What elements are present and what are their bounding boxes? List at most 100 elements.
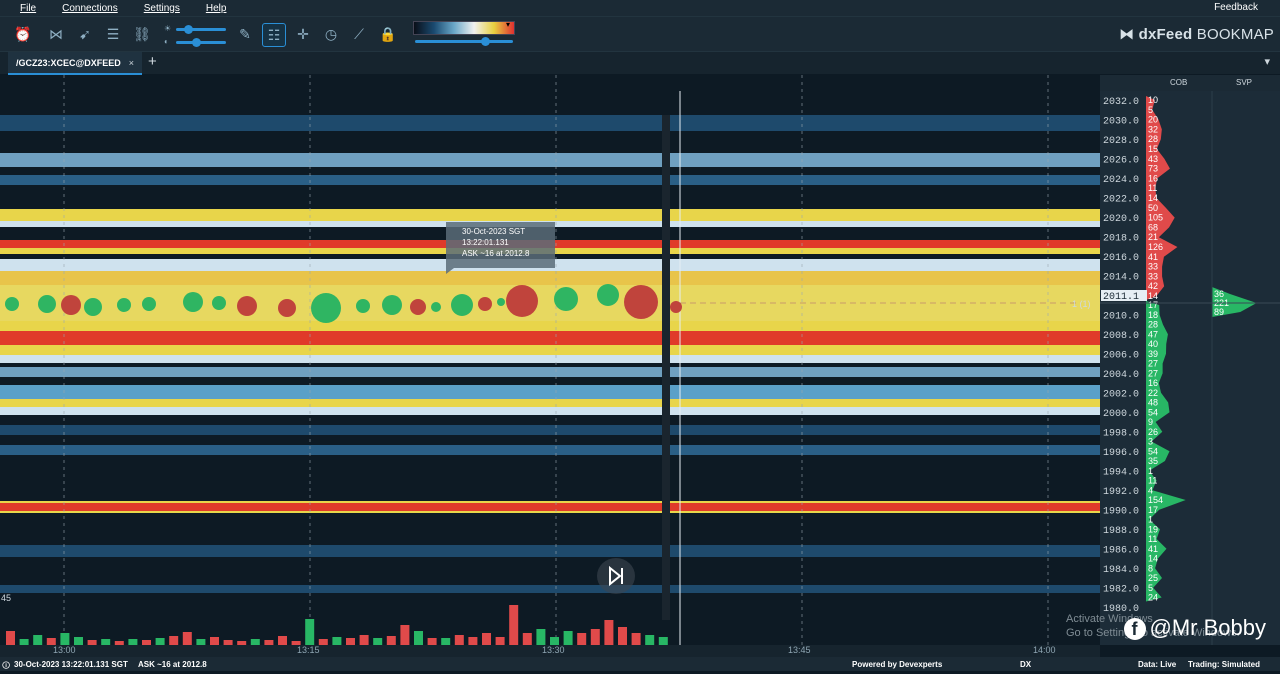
- cob-ask-value: 11: [1148, 183, 1157, 193]
- contrast-slider[interactable]: [176, 38, 226, 47]
- brightness-slider[interactable]: [176, 25, 226, 34]
- status-dx: DX: [1020, 660, 1032, 669]
- share-icon[interactable]: ⋈: [49, 25, 63, 42]
- status-ask: ASK ~16 at 2012.8: [138, 660, 207, 669]
- volume-bar: [6, 631, 15, 645]
- volume-bar: [250, 639, 260, 645]
- price-tick-label: 2014.0: [1103, 273, 1139, 284]
- volume-bar: [60, 633, 70, 645]
- cob-ask-value: 105: [1148, 213, 1163, 223]
- buy-trade-bubble: [554, 287, 578, 311]
- price-tick-label: 2030.0: [1103, 117, 1139, 128]
- indicators-icon[interactable]: ⟋: [354, 25, 364, 42]
- cob-ask-value: 21: [1148, 232, 1158, 242]
- menu-help[interactable]: Help: [205, 2, 227, 14]
- cob-ask-value: 33: [1148, 262, 1158, 272]
- cob-bid-value: 54: [1148, 407, 1158, 417]
- cob-ask-value: 126: [1148, 242, 1163, 252]
- volume-bar: [631, 633, 641, 645]
- buy-trade-bubble: [311, 293, 341, 323]
- price-tick-label: 1986.0: [1103, 546, 1139, 557]
- volume-bar: [645, 635, 655, 645]
- pencil-icon[interactable]: ✎: [239, 25, 251, 42]
- price-tick-label: 2028.0: [1103, 136, 1139, 147]
- logo-icon: ⧓: [1119, 26, 1139, 43]
- volume-bar: [346, 638, 355, 645]
- lock-icon[interactable]: 🔒: [379, 25, 397, 42]
- layers-icon[interactable]: ☰: [106, 25, 120, 42]
- sell-trade-bubble: [237, 296, 257, 316]
- liquidity-band: [0, 175, 1100, 185]
- alarm-clock-icon[interactable]: ⏰: [14, 25, 32, 42]
- cob-bid-value: 1: [1148, 466, 1153, 476]
- price-tick-label: 2008.0: [1103, 331, 1139, 342]
- cob-bid-value: 3: [1148, 437, 1153, 447]
- time-tick-label: 13:30: [542, 645, 565, 655]
- feedback-link[interactable]: Feedback: [1214, 2, 1258, 13]
- rocket-icon[interactable]: ➹: [79, 25, 91, 42]
- crosshair-icon[interactable]: ✛: [297, 25, 309, 42]
- time-tick-label: 13:45: [788, 645, 811, 655]
- price-ladder-panel: 2032.0 2030.0 2028.0 2026.0 2024.0 2022.0 2020…: [1100, 91, 1280, 645]
- volume-bar: [46, 638, 56, 645]
- buy-trade-bubble: [117, 298, 131, 312]
- link-icon[interactable]: ⛓: [133, 25, 151, 42]
- volume-bar: [427, 638, 437, 645]
- volume-bar: [577, 633, 587, 645]
- buy-trade-bubble: [451, 294, 473, 316]
- volume-bar: [264, 640, 274, 645]
- volume-bar: [278, 636, 287, 645]
- replay-play-button[interactable]: [597, 558, 635, 594]
- volume-bar: [441, 638, 451, 645]
- volume-bar: [386, 636, 396, 645]
- volume-bar: [101, 639, 111, 645]
- volume-scale-label: 45: [1, 593, 11, 603]
- volume-bar: [563, 631, 573, 645]
- menu-settings[interactable]: Settings: [143, 2, 180, 14]
- cob-ask-value: 41: [1148, 252, 1158, 262]
- cob-bid-value: 54: [1148, 446, 1158, 456]
- cob-bid-value: 16: [1148, 378, 1158, 388]
- cob-bid-value: 19: [1148, 524, 1158, 534]
- sell-trade-bubble: [61, 295, 81, 315]
- volume-bar: [305, 619, 315, 645]
- cob-bid-value: 41: [1148, 544, 1158, 554]
- price-ladder-canvas: 2032.02030.02028.02026.02024.02022.02020…: [1100, 91, 1280, 645]
- cob-bid-value: 1: [1148, 515, 1153, 525]
- buy-trade-bubble: [84, 298, 102, 316]
- buy-trade-bubble: [497, 298, 505, 306]
- volume-bar: [291, 641, 301, 645]
- current-price-marker: [1101, 290, 1147, 301]
- heatmap-color-scale[interactable]: ▾: [413, 20, 515, 35]
- price-tick-label: 1994.0: [1103, 468, 1139, 479]
- price-tick-label: 2020.0: [1103, 214, 1139, 225]
- close-tab-icon[interactable]: ×: [128, 57, 135, 68]
- time-tick-label: 14:00: [1033, 645, 1056, 655]
- menu-file[interactable]: File: [20, 2, 37, 14]
- notes-icon[interactable]: ☷: [262, 23, 286, 47]
- liquidity-band: [0, 367, 1100, 377]
- heatmap-canvas[interactable]: 45 1 (1): [0, 75, 1100, 645]
- menu-connections[interactable]: Connections: [62, 2, 118, 14]
- heatmap-chart[interactable]: 45 1 (1) 30-Oct-2023 SGT 13:22:01.131 AS…: [0, 75, 1100, 645]
- scale-slider[interactable]: [415, 37, 513, 46]
- volume-bar: [509, 605, 519, 645]
- cob-bid-value: 25: [1148, 573, 1158, 583]
- price-tick-label: 2004.0: [1103, 370, 1139, 381]
- buy-trade-bubble: [356, 299, 370, 313]
- tab-menu-button[interactable]: ▾: [1264, 56, 1270, 68]
- volume-bar: [400, 625, 410, 645]
- timer-icon[interactable]: ◷: [324, 25, 338, 42]
- volume-bar: [237, 641, 247, 645]
- volume-bar: [169, 636, 179, 645]
- sell-trade-bubble: [478, 297, 492, 311]
- add-tab-button[interactable]: +: [148, 53, 157, 70]
- volume-bars: [6, 605, 668, 645]
- liquidity-band: [0, 321, 1100, 331]
- tab-gcz23[interactable]: /GCZ23:XCEC@DXFEED ×: [8, 52, 143, 75]
- liquidity-band: [0, 503, 1100, 511]
- buy-trade-bubble: [597, 284, 619, 306]
- volume-bar: [495, 637, 505, 645]
- facebook-icon: f: [1123, 618, 1146, 640]
- cob-bid-value: 14: [1148, 554, 1158, 564]
